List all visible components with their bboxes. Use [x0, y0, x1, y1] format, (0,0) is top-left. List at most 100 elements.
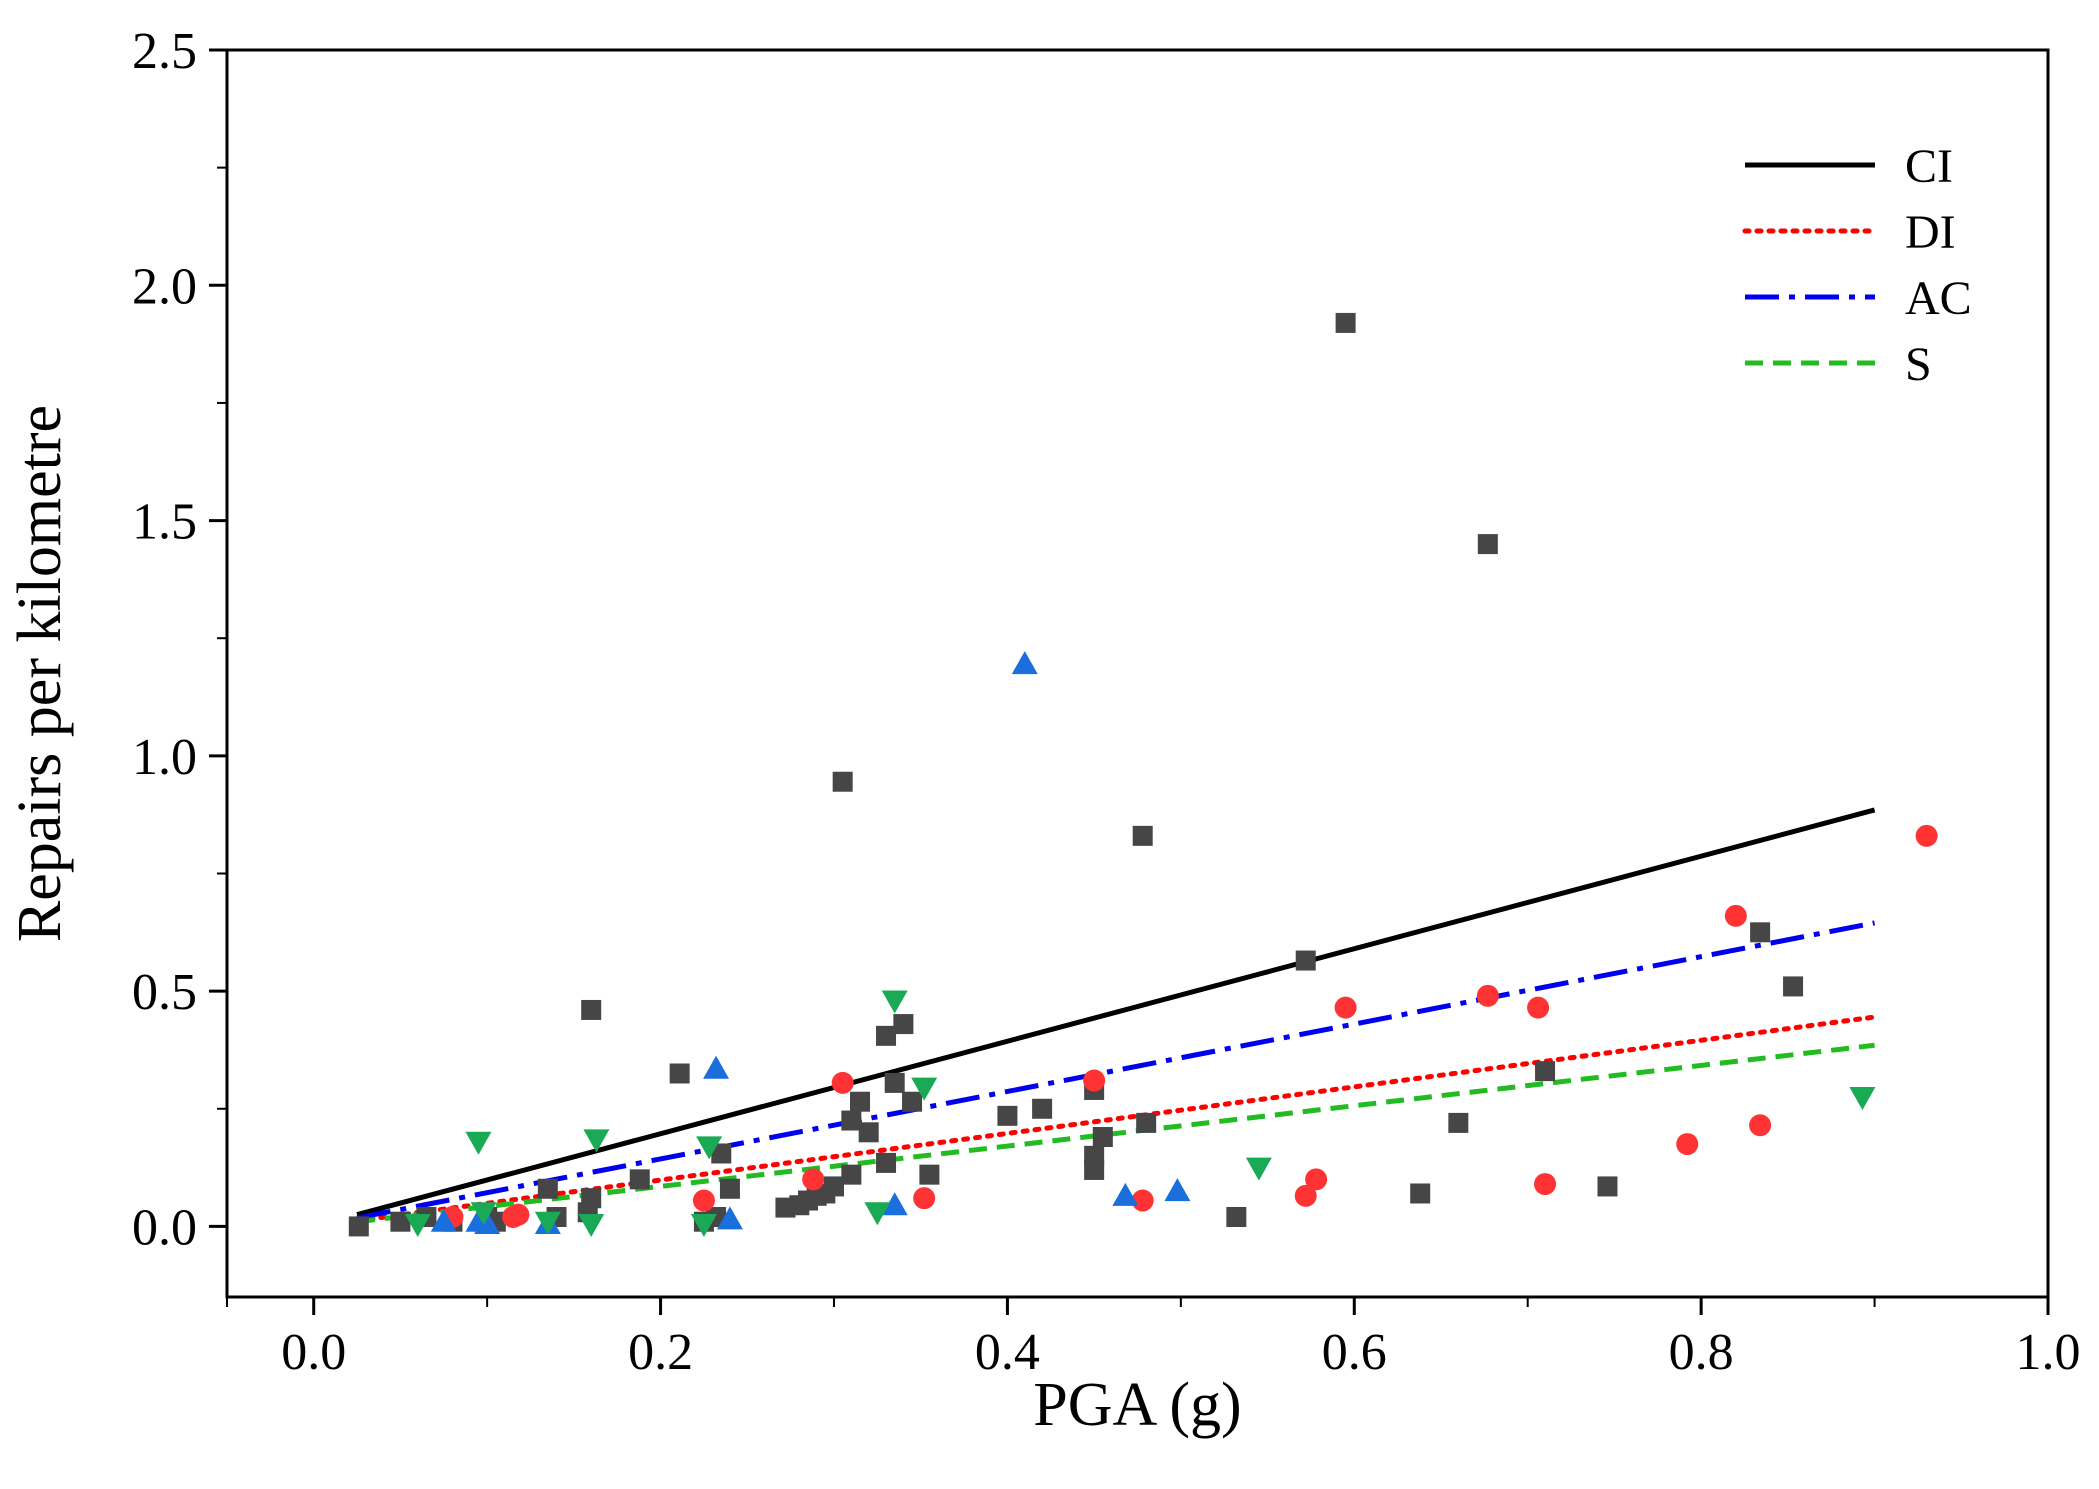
point-di — [1476, 984, 1499, 1007]
point-s — [583, 1129, 610, 1153]
y-axis-title: Repairs per kilometre — [6, 405, 74, 942]
point-ci — [348, 1216, 369, 1237]
x-tick-label: 0.2 — [628, 1324, 693, 1381]
legend-label-ac: AC — [1905, 272, 1972, 325]
point-ci — [711, 1143, 732, 1164]
x-axis-title: PGA (g) — [1033, 1371, 1241, 1439]
point-s — [864, 1202, 891, 1226]
scatter-points — [348, 312, 1938, 1238]
point-ci — [884, 1072, 905, 1093]
point-ci — [581, 999, 602, 1020]
point-ci — [1136, 1112, 1157, 1133]
x-tick-label: 1.0 — [2016, 1324, 2081, 1381]
point-ci — [893, 1014, 914, 1035]
point-di — [1676, 1133, 1699, 1156]
point-ci — [832, 771, 853, 792]
point-s — [465, 1131, 492, 1155]
point-di — [1749, 1114, 1772, 1137]
legend-label-s: S — [1905, 338, 1932, 391]
point-s — [696, 1136, 723, 1160]
point-di — [831, 1071, 854, 1094]
point-di — [1083, 1069, 1106, 1092]
point-ci — [719, 1178, 740, 1199]
point-ci — [841, 1110, 862, 1131]
point-ac — [1112, 1182, 1139, 1206]
point-di — [1334, 996, 1357, 1019]
point-ci — [1410, 1183, 1431, 1204]
point-ac — [1011, 651, 1038, 675]
regression-lines — [354, 807, 1878, 1225]
x-tick-label: 0.6 — [1322, 1324, 1387, 1381]
plot-area — [225, 48, 2050, 1299]
y-tick-label: 0.5 — [132, 964, 197, 1021]
x-tick-label: 0.0 — [281, 1324, 346, 1381]
point-di — [1915, 824, 1938, 847]
point-ci — [876, 1025, 897, 1046]
point-ci — [1750, 922, 1771, 943]
point-ci — [919, 1164, 940, 1185]
point-ci — [669, 1063, 690, 1084]
point-ci — [390, 1211, 411, 1232]
x-tick-label: 0.4 — [975, 1324, 1040, 1381]
legend: CI DI AC S — [1742, 140, 1972, 391]
x-tick-label: 0.8 — [1669, 1324, 1734, 1381]
point-ci — [1597, 1176, 1618, 1197]
point-ac — [430, 1208, 457, 1232]
point-ci — [824, 1176, 844, 1197]
point-ci — [850, 1091, 871, 1112]
point-di — [1724, 904, 1747, 927]
y-tick-label: 1.0 — [132, 729, 197, 786]
point-di — [802, 1168, 825, 1191]
point-ci — [537, 1178, 558, 1199]
point-di — [1294, 1184, 1317, 1207]
point-ci — [876, 1152, 897, 1173]
point-ci — [841, 1164, 862, 1185]
point-ci — [1226, 1207, 1247, 1228]
y-tick-label: 1.5 — [132, 494, 197, 551]
y-tick-label: 2.5 — [132, 23, 197, 80]
point-ci — [1132, 825, 1153, 846]
point-ci — [1295, 950, 1316, 971]
point-s — [534, 1211, 561, 1235]
line-s — [356, 1042, 1875, 1225]
legend-label-di: DI — [1905, 206, 1956, 259]
point-ci — [1335, 312, 1356, 333]
point-ci — [1092, 1127, 1113, 1148]
y-tick-label: 0.0 — [132, 1199, 197, 1256]
y-tick-label: 2.0 — [132, 258, 197, 315]
point-ac — [703, 1055, 730, 1079]
point-ci — [858, 1122, 879, 1143]
line-di — [354, 1014, 1878, 1224]
point-ci — [581, 1188, 602, 1209]
point-di — [692, 1189, 715, 1212]
point-s — [911, 1077, 938, 1101]
point-di — [1534, 1173, 1557, 1196]
point-di — [1527, 996, 1550, 1019]
point-s — [470, 1202, 497, 1226]
legend-label-ci: CI — [1905, 140, 1953, 193]
point-ci — [902, 1091, 923, 1112]
point-ci — [1032, 1098, 1053, 1119]
point-s — [1245, 1157, 1272, 1181]
point-di — [507, 1203, 530, 1226]
point-ac — [1164, 1178, 1191, 1202]
point-s — [690, 1214, 717, 1238]
point-ac — [881, 1192, 908, 1216]
point-ac — [716, 1206, 743, 1230]
line-ac — [356, 920, 1876, 1221]
point-ci — [1448, 1112, 1469, 1133]
point-ci — [1477, 534, 1498, 555]
point-s — [578, 1214, 605, 1238]
point-ci — [1084, 1145, 1105, 1166]
point-ci — [1783, 976, 1804, 997]
point-s — [881, 990, 908, 1014]
y-axis: 0.0 0.5 1.0 1.5 2.0 2.5 — [132, 23, 227, 1256]
point-s — [404, 1214, 431, 1238]
point-ci — [629, 1169, 650, 1190]
point-ci — [997, 1105, 1018, 1126]
point-di — [1305, 1168, 1328, 1191]
line-ci — [356, 807, 1876, 1218]
point-di — [1131, 1189, 1154, 1212]
point-s — [1849, 1087, 1876, 1111]
